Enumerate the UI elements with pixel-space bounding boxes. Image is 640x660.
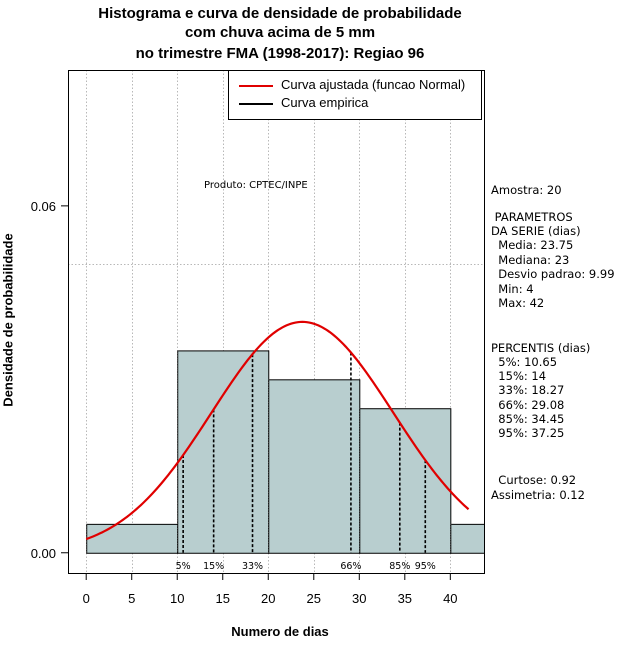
bars	[86, 350, 484, 554]
stat-percentis-heading: PERCENTIS (dias)	[491, 341, 591, 355]
chart-title-line-2: com chuva acima de 5 mm	[184, 24, 376, 41]
stat-p15: 15%: 14	[491, 369, 547, 383]
x-tick-label: 25	[307, 591, 321, 606]
stat-max: Max: 42	[491, 296, 545, 310]
percentile-label: 85%	[389, 561, 410, 572]
stat-min: Min: 4	[491, 282, 534, 296]
stat-param-heading-2: DA SERIE (dias)	[491, 224, 581, 238]
legend-swatch-fitted	[239, 84, 273, 87]
percentile-label: 5%	[176, 561, 191, 572]
stat-p85: 85%: 34.45	[491, 412, 565, 426]
stat-p5: 5%: 10.65	[491, 355, 558, 369]
legend: Curva ajustada (funcao Normal) Curva emp…	[228, 70, 482, 120]
legend-label-fitted: Curva ajustada (funcao Normal)	[281, 77, 466, 92]
legend-swatch-empirical	[239, 102, 273, 105]
legend-item-empirical: Curva empirica	[239, 95, 368, 111]
x-axis: 0 5 10 15 20 25 30 35 40	[83, 573, 458, 606]
percentile-label: 95%	[415, 561, 436, 572]
stat-p33: 33%: 18.27	[491, 383, 565, 397]
percentile-label: 33%	[242, 561, 263, 572]
stat-p95: 95%: 37.25	[491, 426, 565, 440]
stat-p66: 66%: 29.08	[491, 398, 565, 412]
chart-title-line-1: Histograma e curva de densidade de proba…	[98, 5, 462, 22]
chart-title-line-3: no trimestre FMA (1998-2017): Regiao 96	[135, 45, 425, 62]
grid	[68, 70, 484, 573]
y-axis-label: Densidade de probabilidade	[0, 233, 16, 407]
legend-item-fitted: Curva ajustada (funcao Normal)	[239, 77, 465, 93]
percentile-markers: 5% 15% 33% 66% 85% 95%	[176, 352, 436, 572]
stat-media: Media: 23.75	[491, 238, 574, 252]
stat-param-heading-1: PARAMETROS	[491, 210, 573, 224]
x-tick-label: 0	[83, 591, 90, 606]
stat-mediana: Mediana: 23	[491, 253, 570, 267]
percentile-label: 15%	[203, 561, 224, 572]
bar-edges	[86, 350, 452, 553]
x-tick-label: 35	[398, 591, 412, 606]
percentile-label: 66%	[340, 561, 361, 572]
stat-amostra: Amostra: 20	[491, 183, 562, 197]
y-tick-label: 0.06	[31, 199, 56, 214]
x-tick-label: 15	[216, 591, 230, 606]
x-tick-label: 40	[443, 591, 457, 606]
x-tick-label: 10	[170, 591, 184, 606]
normal-fit-curve	[85, 320, 470, 541]
stat-desvio: Desvio padrao: 9.99	[491, 267, 615, 281]
stat-curtose: Curtose: 0.92	[491, 473, 577, 487]
histogram-bar-2	[177, 350, 270, 554]
stat-assimetria: Assimetria: 0.12	[491, 488, 585, 502]
histogram-bar-5	[450, 523, 484, 554]
x-tick-label: 20	[261, 591, 275, 606]
x-tick-label: 5	[128, 591, 135, 606]
histogram-bar-3	[268, 379, 361, 554]
histogram-bar-1	[86, 523, 179, 554]
y-axis: 0.00 0.06	[31, 199, 68, 561]
x-axis-label: Numero de dias	[231, 624, 329, 639]
product-note: Produto: CPTEC/INPE	[204, 180, 308, 191]
x-tick-label: 30	[352, 591, 366, 606]
y-tick-label: 0.00	[31, 546, 56, 561]
legend-label-empirical: Curva empirica	[281, 95, 369, 110]
